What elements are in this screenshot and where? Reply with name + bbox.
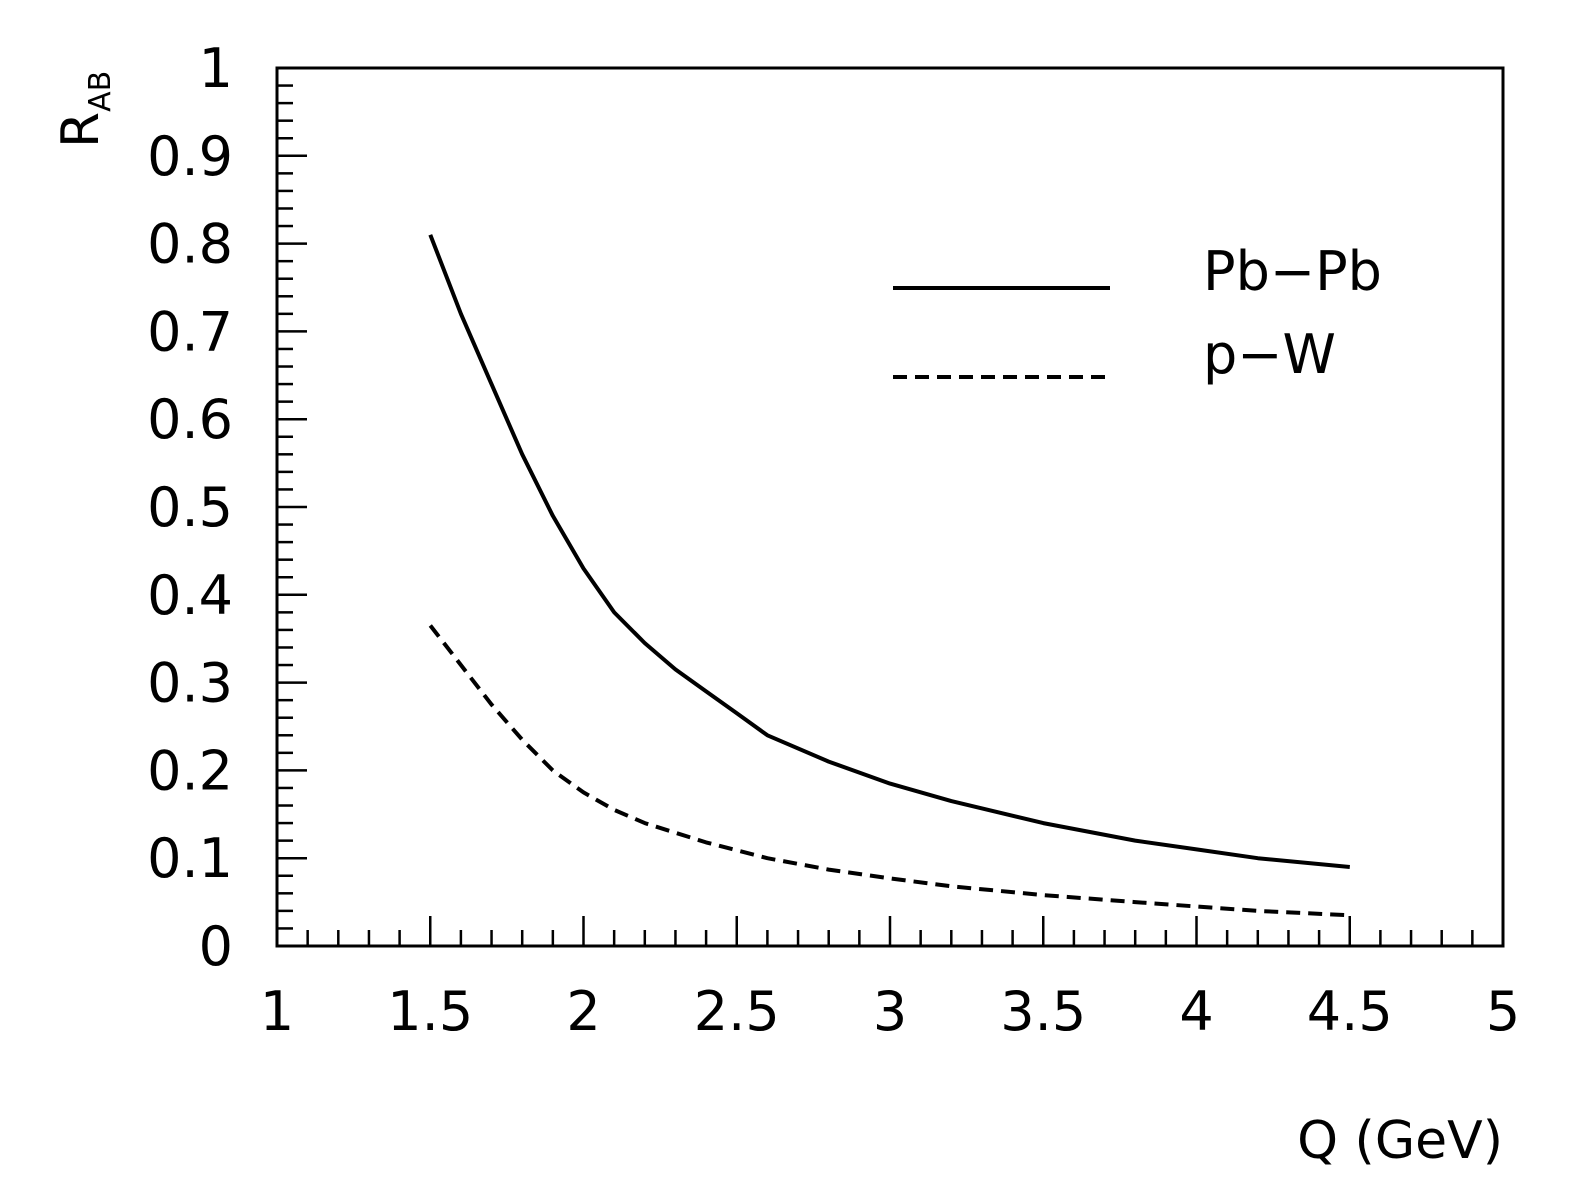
legend-label-pb-pb: Pb−Pb bbox=[1203, 240, 1382, 303]
y-axis-title: RAB bbox=[51, 71, 118, 148]
plot-frame bbox=[275, 66, 1505, 948]
y-tick-label: 1 bbox=[199, 37, 233, 100]
x-tick-label: 4 bbox=[1179, 980, 1213, 1043]
axis-ticks bbox=[275, 66, 1505, 948]
y-tick-label: 0 bbox=[199, 915, 233, 978]
y-tick-label: 0.5 bbox=[147, 476, 233, 539]
y-axis-title-sub: AB bbox=[83, 71, 118, 112]
y-tick-label: 0.9 bbox=[147, 125, 233, 188]
series-line-pb-pb bbox=[428, 234, 1350, 869]
y-tick-label: 0.1 bbox=[147, 827, 233, 890]
y-tick-label: 0.7 bbox=[147, 300, 233, 363]
x-tick-label: 2 bbox=[566, 980, 600, 1043]
y-tick-labels: 0 0.1 0.2 0.3 0.4 0.5 0.6 0.7 0.8 0.9 1 bbox=[147, 37, 233, 978]
x-axis-title: Q (GeV) bbox=[1297, 1111, 1503, 1171]
series-line-p-w bbox=[428, 624, 1350, 918]
y-tick-label: 0.8 bbox=[147, 213, 233, 276]
x-tick-labels: 1 1.5 2 2.5 3 3.5 4 4.5 5 bbox=[260, 980, 1520, 1043]
x-tick-label: 3 bbox=[873, 980, 907, 1043]
x-tick-label: 5 bbox=[1486, 980, 1520, 1043]
x-tick-label: 3.5 bbox=[1000, 980, 1086, 1043]
x-tick-label: 1 bbox=[260, 980, 294, 1043]
legend: Pb−Pb p−W bbox=[893, 240, 1382, 386]
legend-label-p-w: p−W bbox=[1203, 323, 1336, 386]
y-tick-label: 0.3 bbox=[147, 652, 233, 715]
y-tick-label: 0.2 bbox=[147, 739, 233, 802]
x-tick-label: 4.5 bbox=[1307, 980, 1393, 1043]
y-tick-label: 0.4 bbox=[147, 564, 233, 627]
y-axis-title-main: R bbox=[51, 112, 111, 148]
x-tick-label: 1.5 bbox=[387, 980, 473, 1043]
series-lines bbox=[428, 234, 1350, 918]
x-tick-label: 2.5 bbox=[694, 980, 780, 1043]
svg-text:RAB: RAB bbox=[51, 71, 118, 148]
y-tick-label: 0.6 bbox=[147, 388, 233, 451]
